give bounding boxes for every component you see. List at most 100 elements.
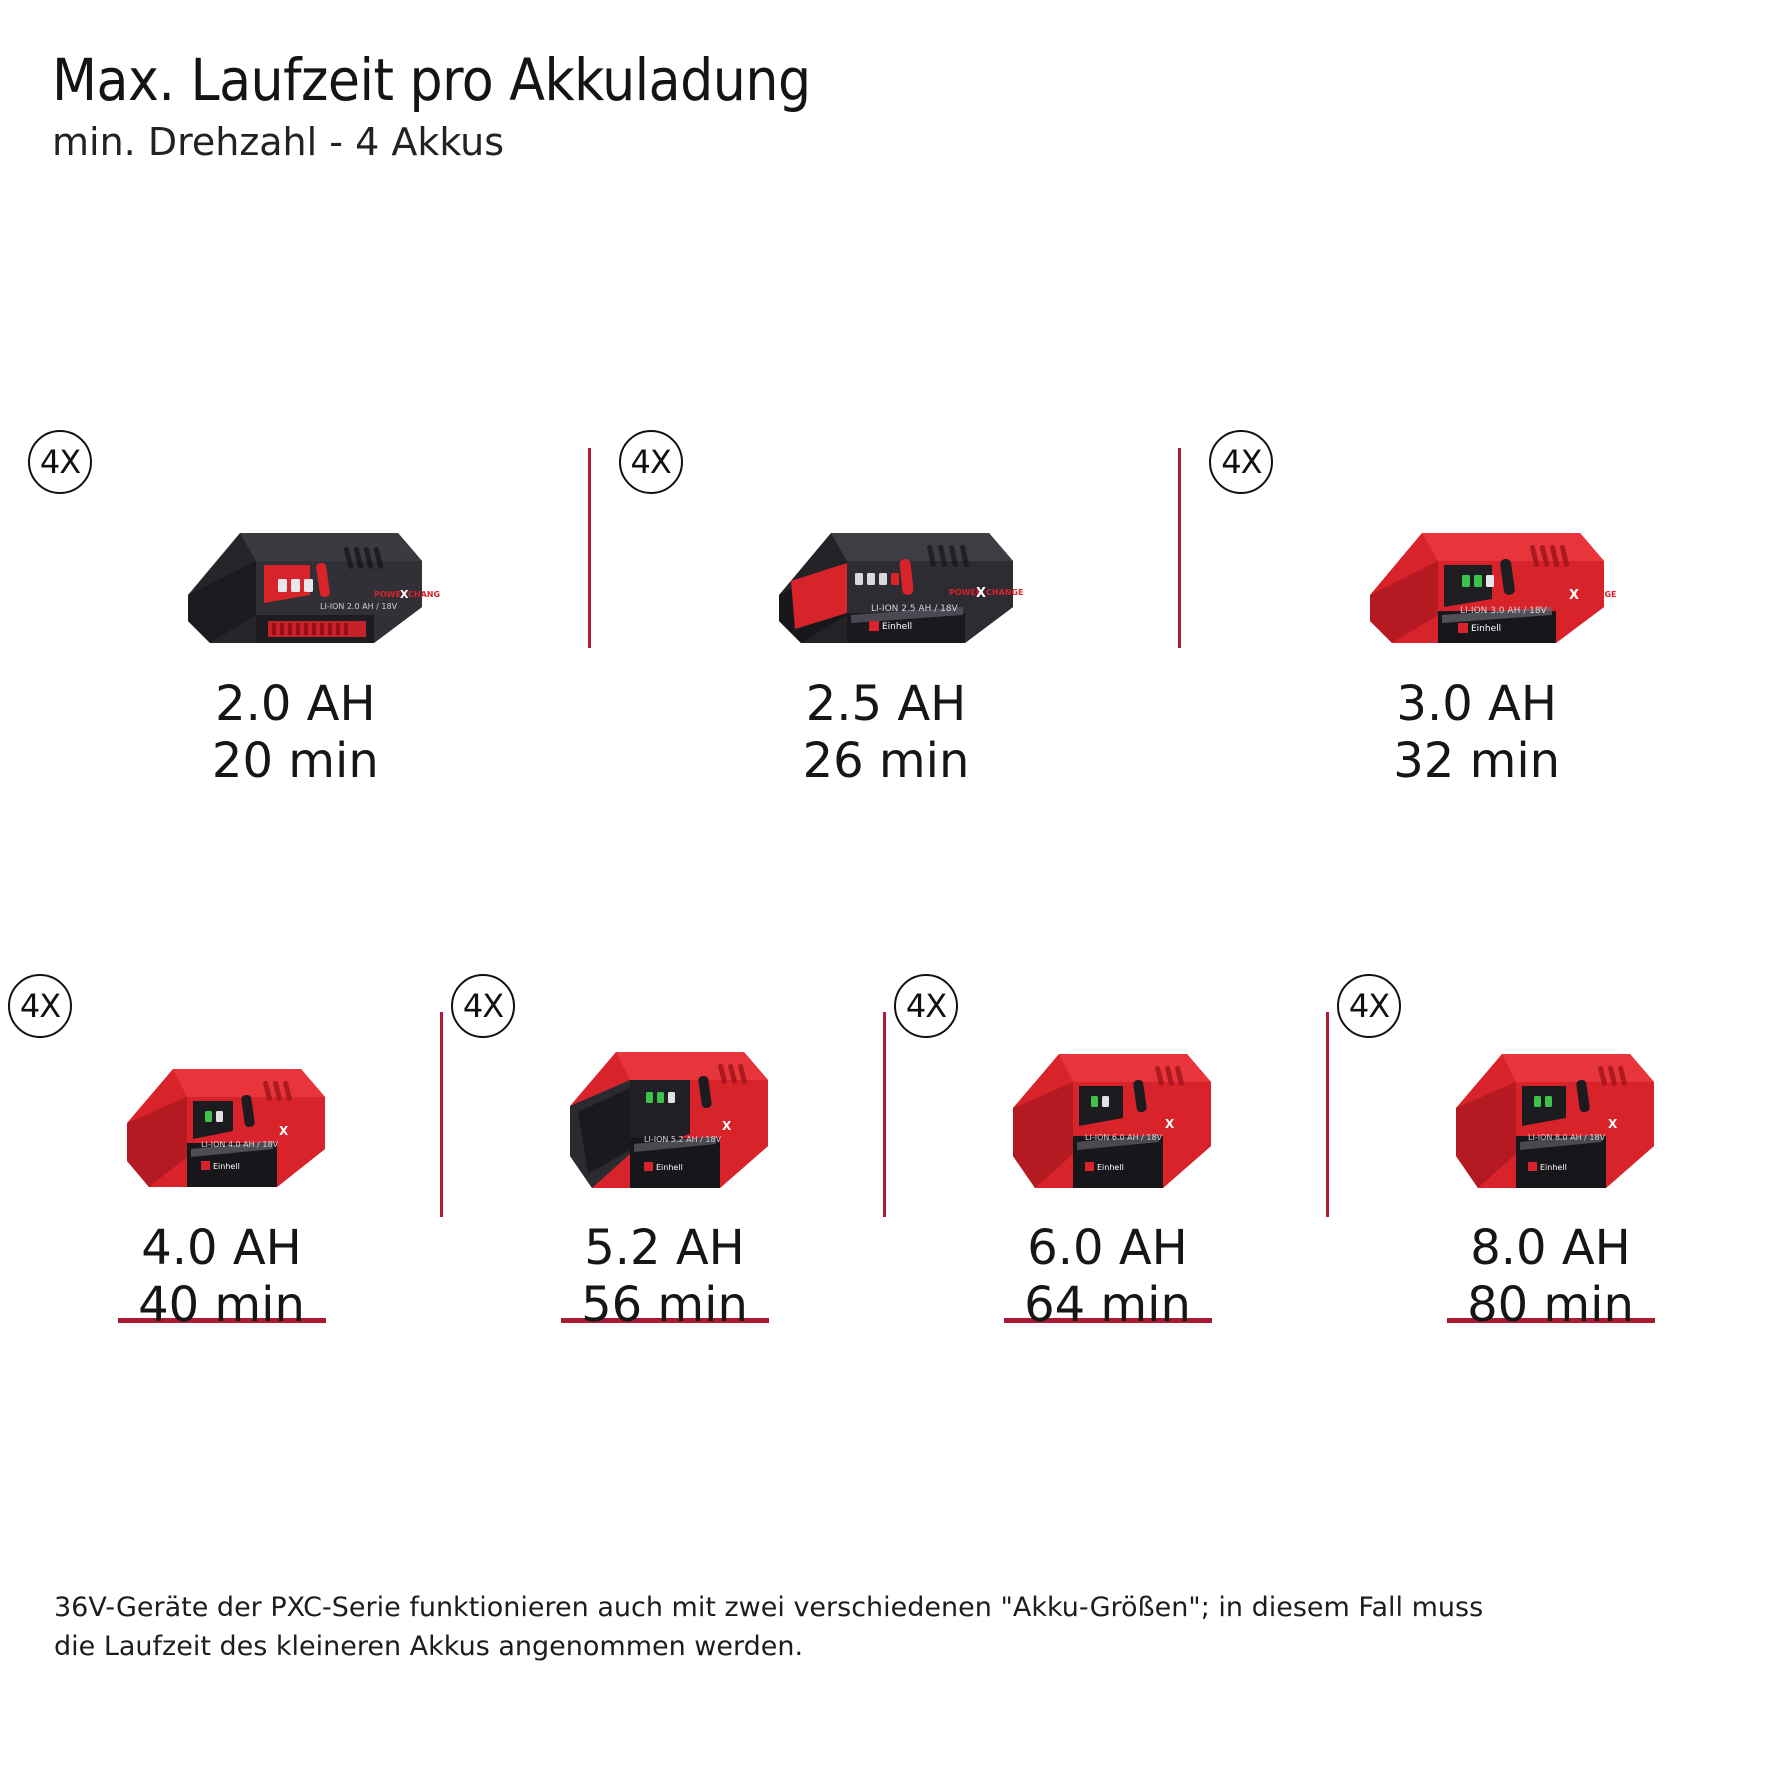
quantity-badge: 4X — [8, 974, 72, 1038]
footnote: 36V-Geräte der PXC-Serie funktionieren a… — [54, 1588, 1714, 1666]
quantity-badge-label: 4X — [1348, 987, 1390, 1025]
capacity-label: 3.0 AH — [1396, 676, 1557, 732]
capacity-label: 2.0 AH — [215, 676, 376, 732]
quantity-badge-label: 4X — [630, 443, 672, 481]
capacity-label: 4.0 AH — [141, 1220, 302, 1276]
separator-slot — [0, 1318, 443, 1324]
svg-text:CHANGE: CHANGE — [1579, 590, 1616, 599]
battery-labels: 4.0 AH 40 min — [138, 1220, 305, 1333]
svg-text:LI-ION 3.0 AH / 18V: LI-ION 3.0 AH / 18V — [1460, 606, 1548, 616]
battery-cell-5-2ah[interactable]: 4X — [443, 974, 886, 1394]
capacity-label: 8.0 AH — [1470, 1220, 1631, 1276]
battery-labels: 2.0 AH 20 min — [212, 676, 379, 789]
battery-4ah-icon: LI-ION 4.0 AH / 18V POWER X CHANGE Einhe… — [0, 1024, 443, 1204]
runtime-label: 20 min — [211, 732, 379, 789]
row-separators — [0, 1318, 1772, 1324]
separator-slot — [886, 1318, 1329, 1324]
svg-text:POWER: POWER — [374, 590, 407, 599]
svg-text:X: X — [279, 1124, 289, 1138]
svg-text:Einhell: Einhell — [213, 1162, 240, 1171]
footnote-line-1: 36V-Geräte der PXC-Serie funktionieren a… — [54, 1592, 1484, 1623]
svg-text:CHANGE: CHANGE — [408, 590, 440, 599]
svg-text:X: X — [722, 1119, 732, 1133]
svg-text:Einhell: Einhell — [1097, 1163, 1124, 1172]
runtime-label: 56 min — [581, 1276, 748, 1333]
svg-text:POWER: POWER — [698, 1122, 728, 1130]
runtime-label: 40 min — [138, 1276, 305, 1333]
quantity-badge: 4X — [894, 974, 958, 1038]
svg-text:LI-ION 2.0 AH / 18V: LI-ION 2.0 AH / 18V — [320, 602, 398, 611]
battery-cell-4-0ah[interactable]: 4X — [0, 974, 443, 1394]
battery-cell-8-0ah[interactable]: 4X — [1329, 974, 1772, 1394]
column-divider — [587, 448, 591, 648]
svg-text:LI-ION 2.5 AH / 18V: LI-ION 2.5 AH / 18V — [871, 604, 959, 614]
runtime-label: 80 min — [1467, 1276, 1634, 1333]
quantity-badge: 4X — [618, 430, 683, 494]
svg-text:X: X — [1608, 1117, 1618, 1131]
svg-text:CHANGE: CHANGE — [731, 1122, 764, 1130]
runtime-label: 26 min — [802, 732, 970, 789]
column-divider — [440, 1012, 443, 1217]
battery-labels: 3.0 AH 32 min — [1393, 676, 1560, 789]
svg-text:LI-ION 5.2 AH / 18V: LI-ION 5.2 AH / 18V — [644, 1135, 722, 1144]
battery-8ah-icon: LI-ION 8.0 AH / 18V POWER X CHANGE Einhe… — [1329, 1024, 1772, 1204]
battery-row-2: 4X — [0, 974, 1772, 1394]
quantity-badge-label: 4X — [19, 987, 61, 1025]
quantity-badge-label: 4X — [39, 443, 81, 481]
svg-text:CHANGE: CHANGE — [288, 1127, 321, 1135]
row-separator-line — [1003, 1318, 1212, 1323]
svg-text:Einhell: Einhell — [1540, 1163, 1567, 1172]
svg-text:POWER: POWER — [1584, 1120, 1614, 1128]
svg-text:LI-ION 6.0 AH / 18V: LI-ION 6.0 AH / 18V — [1085, 1133, 1163, 1142]
quantity-badge-label: 4X — [462, 987, 504, 1025]
svg-text:X: X — [1569, 588, 1579, 603]
capacity-label: 2.5 AH — [805, 676, 967, 732]
svg-text:Einhell: Einhell — [882, 622, 912, 632]
page-title: Max. Laufzeit pro Akkuladung — [52, 46, 811, 114]
svg-text:X: X — [400, 588, 409, 601]
svg-text:CHANGE: CHANGE — [1617, 1120, 1650, 1128]
quantity-badge-label: 4X — [1221, 443, 1262, 481]
svg-text:POWER: POWER — [1542, 590, 1575, 599]
svg-text:X: X — [976, 586, 986, 601]
battery-grid: 4X — [0, 430, 1772, 1394]
svg-text:Einhell: Einhell — [1471, 624, 1501, 634]
column-divider — [1178, 448, 1182, 648]
battery-cell-6-0ah[interactable]: 4X — [886, 974, 1329, 1394]
battery-cell-2-0ah[interactable]: 4X — [0, 430, 591, 870]
row-separator-line — [560, 1318, 769, 1323]
battery-25ah-icon: LI-ION 2.5 AH / 18V POWER X CHANGE Einhe… — [591, 480, 1182, 660]
battery-cell-2-5ah[interactable]: 4X — [591, 430, 1182, 870]
runtime-label: 64 min — [1024, 1276, 1191, 1333]
svg-text:POWER: POWER — [1141, 1120, 1171, 1128]
svg-text:POWER: POWER — [255, 1127, 285, 1135]
battery-labels: 5.2 AH 56 min — [581, 1220, 748, 1333]
header: Max. Laufzeit pro Akkuladung min. Drehza… — [52, 48, 811, 166]
row-separator-line — [117, 1318, 326, 1323]
battery-row-1: 4X — [0, 430, 1772, 870]
svg-text:CHANGE: CHANGE — [1174, 1120, 1207, 1128]
battery-3ah-icon: LI-ION 3.0 AH / 18V POWER X CHANGE Einhe… — [1181, 480, 1772, 660]
svg-text:LI-ION 8.0 AH / 18V: LI-ION 8.0 AH / 18V — [1528, 1133, 1606, 1142]
battery-labels: 2.5 AH 26 min — [803, 676, 970, 789]
page-subtitle: min. Drehzahl - 4 Akkus — [52, 119, 505, 164]
battery-6ah-icon: LI-ION 6.0 AH / 18V POWER X CHANGE Einhe… — [886, 1024, 1329, 1204]
quantity-badge: 4X — [28, 430, 92, 494]
row-separator-line — [1446, 1318, 1655, 1323]
runtime-label: 32 min — [1393, 732, 1561, 789]
battery-cell-3-0ah[interactable]: 4X — [1181, 430, 1772, 870]
capacity-label: 5.2 AH — [584, 1220, 745, 1276]
quantity-badge-label: 4X — [905, 987, 947, 1025]
column-divider — [1326, 1012, 1329, 1217]
capacity-label: 6.0 AH — [1027, 1220, 1188, 1276]
battery-labels: 8.0 AH 80 min — [1467, 1220, 1634, 1333]
separator-slot — [443, 1318, 886, 1324]
quantity-badge: 4X — [1337, 974, 1401, 1038]
svg-text:LI-ION 4.0 AH / 18V: LI-ION 4.0 AH / 18V — [201, 1140, 279, 1149]
separator-slot — [1329, 1318, 1772, 1324]
svg-text:CHANGE: CHANGE — [986, 588, 1023, 597]
svg-text:Einhell: Einhell — [656, 1163, 683, 1172]
battery-2ah-icon: LI-ION 2.0 AH / 18V POWER X CHANGE — [0, 480, 591, 660]
svg-text:POWER: POWER — [949, 588, 982, 597]
svg-text:X: X — [1165, 1117, 1175, 1131]
